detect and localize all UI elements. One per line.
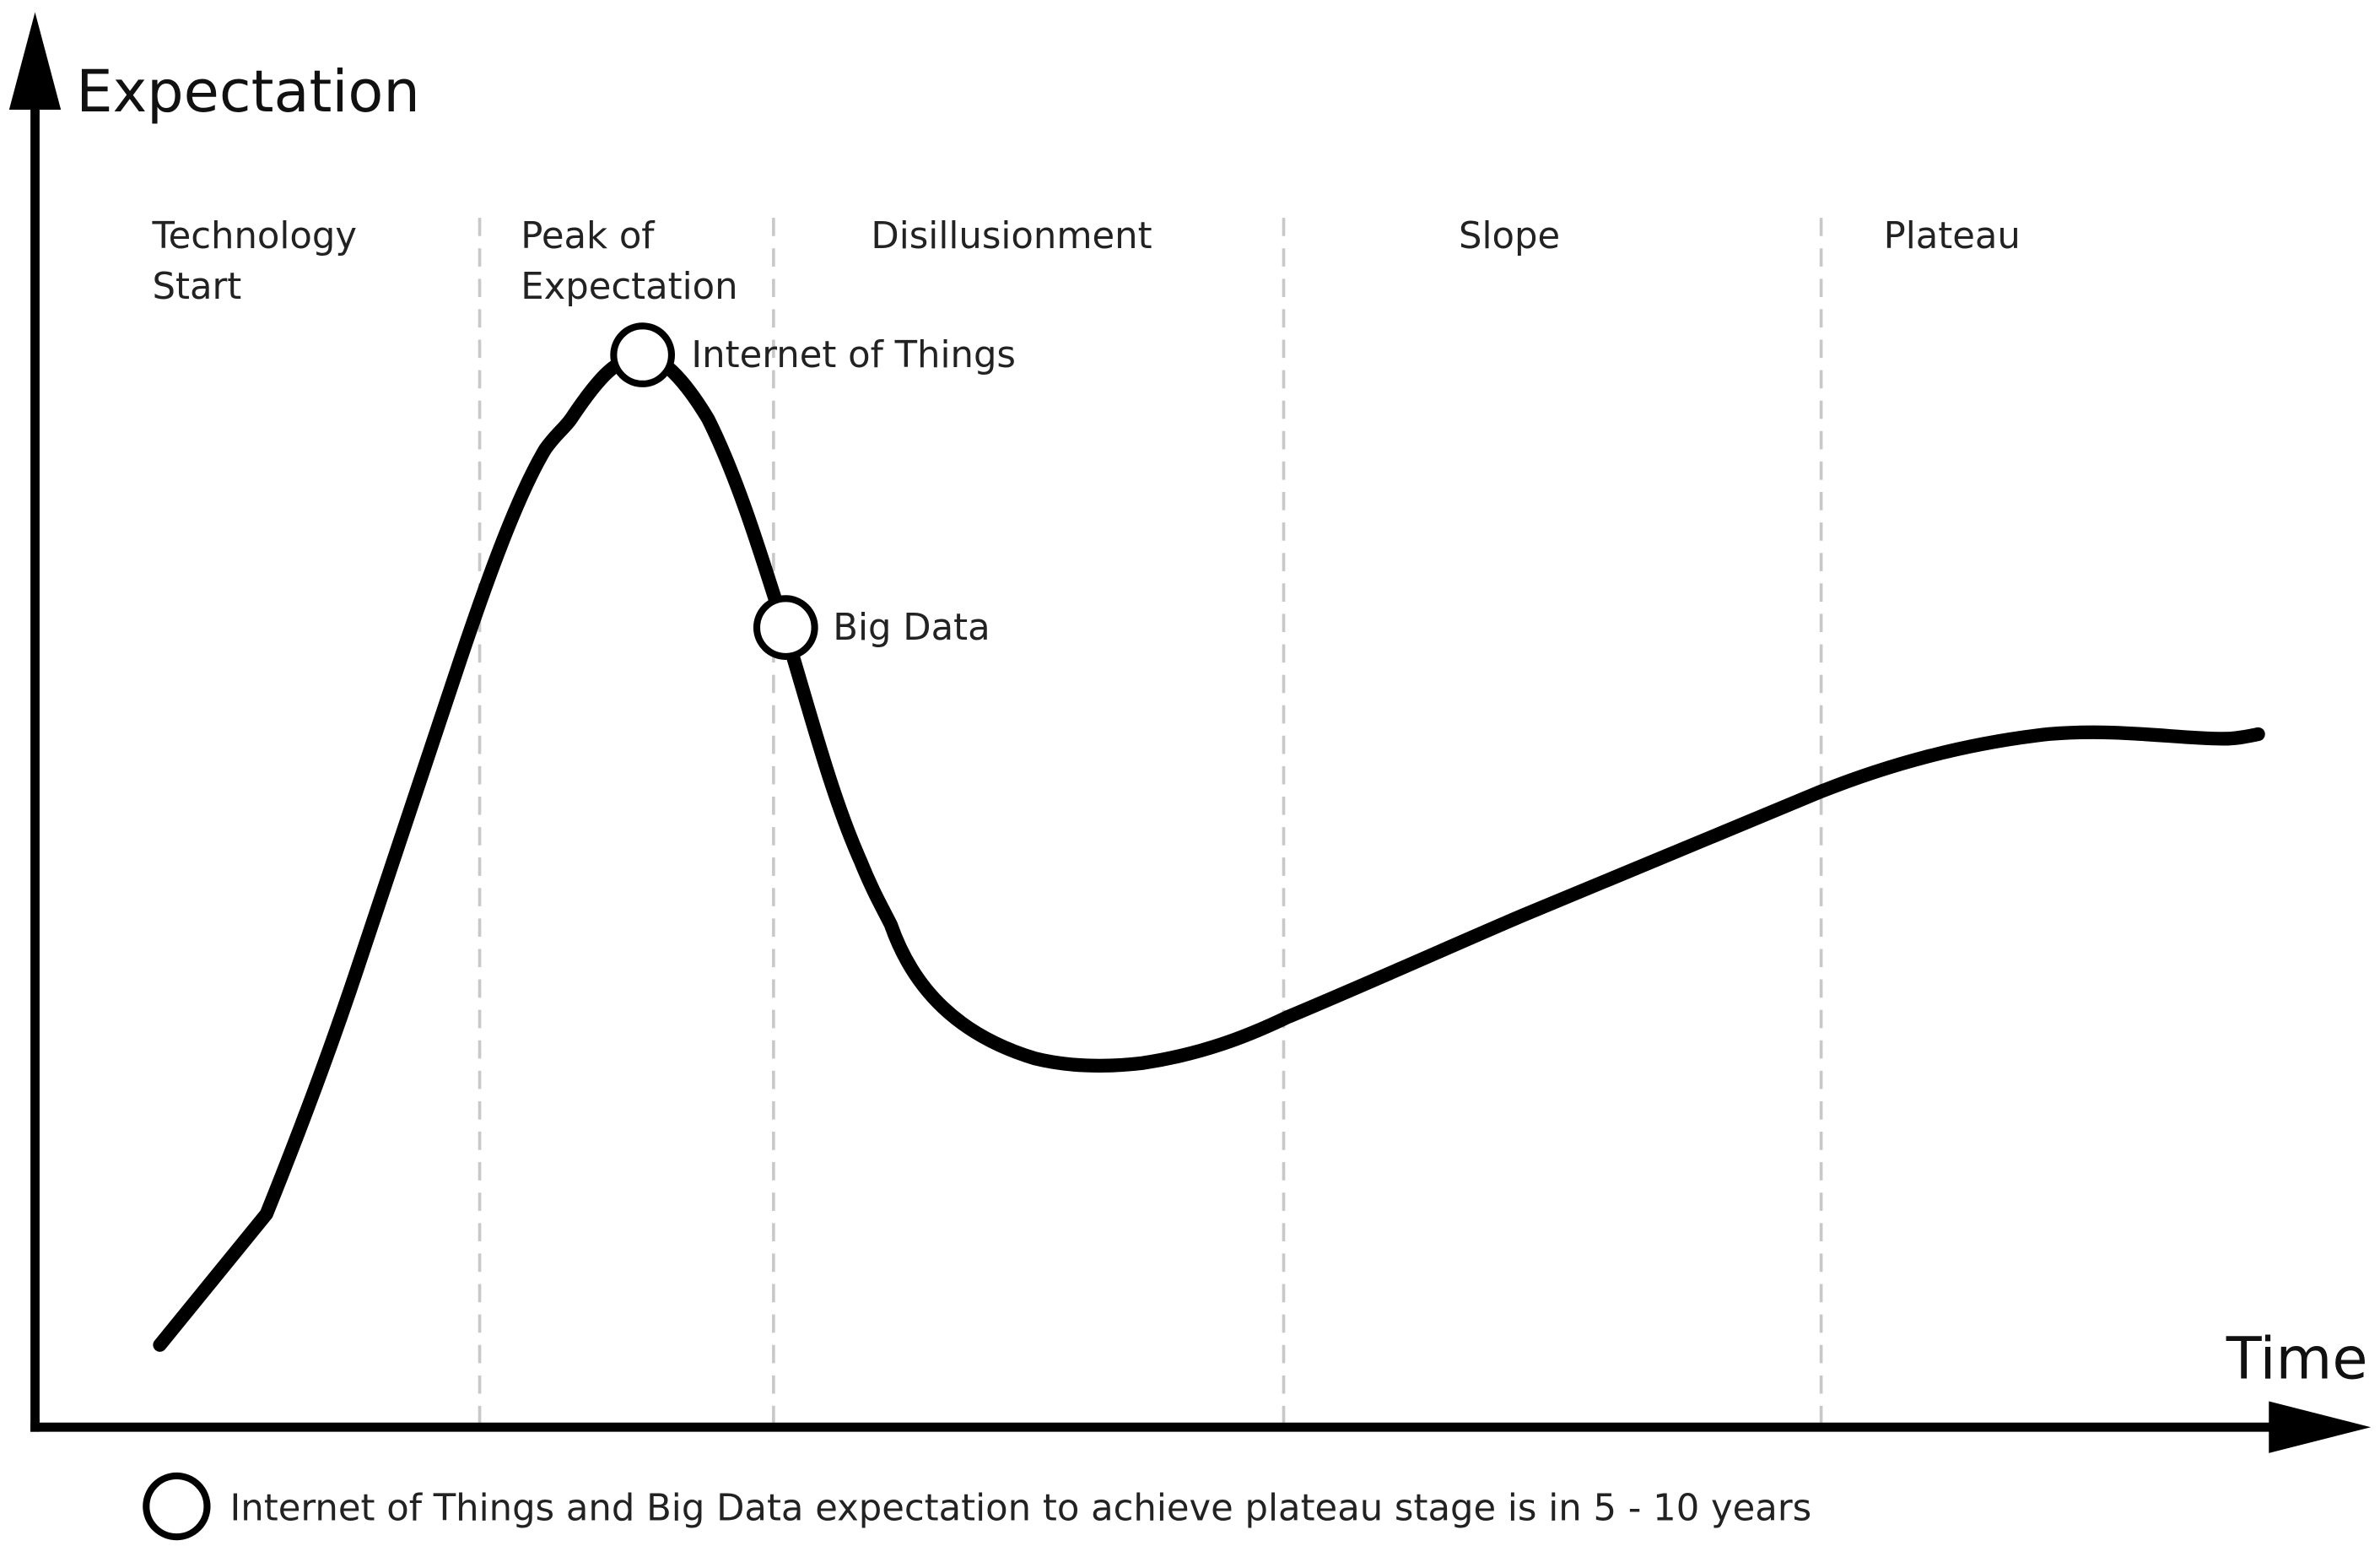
- x-axis-label: Time: [2226, 1325, 2368, 1392]
- phase-label: Slope: [1459, 215, 1560, 257]
- x-axis-arrow: [2269, 1401, 2372, 1453]
- marker: [753, 595, 818, 660]
- footnote: Internet of Things and Big Data expectat…: [230, 1487, 1812, 1529]
- y-axis-arrow: [8, 12, 62, 110]
- phase-line: Expectation: [521, 266, 737, 308]
- marker-label: Big Data: [833, 607, 990, 649]
- phase-line: Plateau: [1884, 215, 2021, 257]
- y-axis-label: Expectation: [76, 58, 420, 126]
- phase-label: Disillusionment: [871, 215, 1152, 257]
- phase-line: Disillusionment: [871, 215, 1152, 257]
- phase-line: Start: [152, 266, 241, 308]
- phase-line: Technology: [151, 215, 357, 257]
- marker-label: Internet of Things: [691, 334, 1016, 376]
- phase-line: Slope: [1459, 215, 1560, 257]
- marker: [610, 322, 676, 387]
- hype-curve: [153, 348, 2265, 1352]
- legend-marker: [143, 1472, 211, 1541]
- phase-label: Peak of Expectation: [521, 215, 737, 308]
- phase-line: Peak of: [521, 215, 656, 257]
- phase-label: Technology Start: [151, 215, 357, 308]
- phase-label: Plateau: [1884, 215, 2021, 257]
